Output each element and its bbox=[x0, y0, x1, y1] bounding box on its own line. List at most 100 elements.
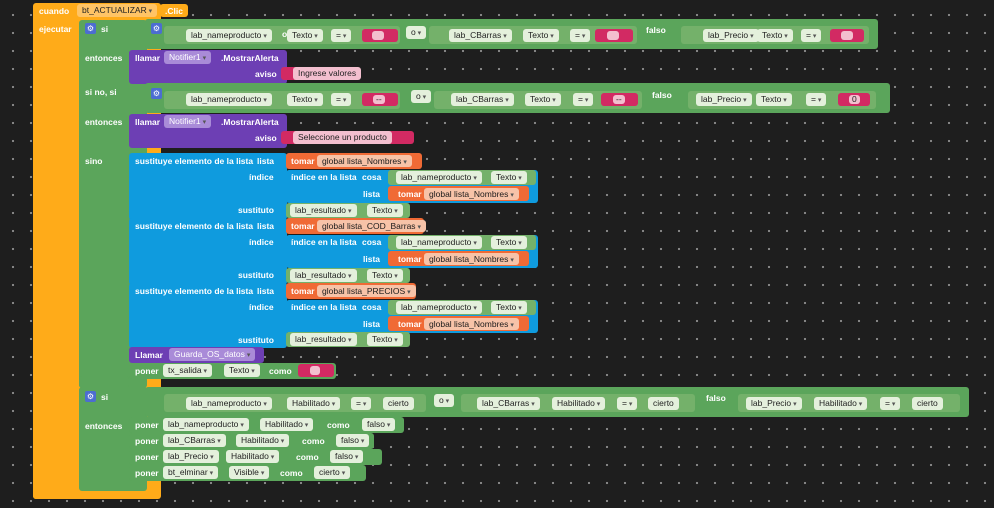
text-value[interactable]: -- bbox=[373, 95, 385, 104]
compare-op-dropdown[interactable]: = bbox=[573, 93, 594, 106]
text-empty[interactable] bbox=[841, 31, 853, 40]
global-var-dropdown[interactable]: global lista_PRECIOS bbox=[317, 285, 416, 297]
component-dropdown[interactable]: tx_salida bbox=[163, 364, 213, 377]
boolean-dropdown[interactable]: falso bbox=[330, 450, 364, 463]
notifier-dropdown[interactable]: Notifier1 bbox=[164, 115, 212, 128]
property-dropdown[interactable]: Texto bbox=[367, 269, 403, 282]
component-dropdown[interactable]: lab_resultado bbox=[290, 333, 357, 346]
compare-op-dropdown[interactable]: = bbox=[331, 93, 352, 106]
component-dropdown[interactable]: lab_nameproducto bbox=[186, 397, 272, 410]
property-dropdown[interactable]: Texto bbox=[491, 301, 527, 314]
property-dropdown[interactable]: Habilitado bbox=[260, 418, 314, 431]
component-dropdown[interactable]: lab_CBarras bbox=[449, 29, 512, 42]
component-dropdown[interactable]: lab_Precio bbox=[703, 29, 759, 42]
replace-item-3[interactable] bbox=[129, 283, 287, 348]
component-dropdown[interactable]: lab_CBarras bbox=[477, 397, 540, 410]
component-dropdown[interactable]: lab_CBarras bbox=[163, 434, 226, 447]
sustituye-label: sustituye elemento de la lista bbox=[135, 286, 254, 296]
compare-op-dropdown[interactable]: = bbox=[806, 93, 827, 106]
component-dropdown[interactable]: lab_Precio bbox=[163, 450, 219, 463]
property-dropdown[interactable]: Texto bbox=[523, 29, 559, 42]
global-var-dropdown[interactable]: global lista_Nombres bbox=[424, 318, 519, 330]
text-block[interactable] bbox=[830, 29, 864, 42]
replace-item-2[interactable] bbox=[129, 218, 287, 285]
property-dropdown[interactable]: Texto bbox=[367, 333, 403, 346]
property-dropdown[interactable]: Habilitado bbox=[236, 434, 290, 447]
text-block[interactable] bbox=[298, 364, 334, 377]
component-dropdown[interactable]: lab_CBarras bbox=[451, 93, 514, 106]
message-text[interactable]: Ingrese valores bbox=[293, 67, 362, 80]
sino-si-label: si no, si bbox=[85, 87, 117, 97]
component-dropdown[interactable]: lab_resultado bbox=[290, 269, 357, 282]
component-dropdown[interactable]: lab_nameproducto bbox=[186, 29, 272, 42]
property-dropdown[interactable]: Habilitado bbox=[287, 397, 341, 410]
global-var-dropdown[interactable]: global lista_COD_Barras bbox=[317, 220, 427, 232]
property-dropdown[interactable]: Texto bbox=[491, 236, 527, 249]
indice-label: índice bbox=[249, 172, 274, 182]
global-var-dropdown[interactable]: global lista_Nombres bbox=[424, 188, 519, 200]
replace-item-1[interactable] bbox=[129, 153, 287, 220]
property-dropdown[interactable]: Habilitado bbox=[814, 397, 868, 410]
boolean-dropdown[interactable]: falso bbox=[362, 418, 396, 431]
gear-icon[interactable]: ⚙ bbox=[85, 391, 96, 402]
boolean-dropdown[interactable]: falso bbox=[336, 434, 370, 447]
indice-label: índice bbox=[249, 237, 274, 247]
component-dropdown[interactable]: lab_nameproducto bbox=[163, 418, 249, 431]
property-dropdown[interactable]: Texto bbox=[525, 93, 561, 106]
poner-label: poner bbox=[135, 436, 159, 446]
boolean-value[interactable]: cierto bbox=[383, 397, 414, 410]
text-empty[interactable] bbox=[607, 31, 619, 40]
text-value[interactable]: 0 bbox=[849, 95, 860, 104]
property-dropdown[interactable]: Texto bbox=[287, 93, 323, 106]
poner-label: poner bbox=[135, 452, 159, 462]
or-op-dropdown[interactable]: o bbox=[434, 394, 455, 407]
message-text[interactable]: Seleccione un producto bbox=[293, 131, 392, 144]
poner-label: poner bbox=[135, 366, 159, 376]
event-component-dropdown[interactable]: bt_ACTUALIZAR bbox=[77, 4, 158, 17]
property-dropdown[interactable]: Habilitado bbox=[552, 397, 606, 410]
gear-icon[interactable]: ⚙ bbox=[151, 23, 162, 34]
global-var-dropdown[interactable]: global lista_Nombres bbox=[424, 253, 519, 265]
compare-op-dropdown[interactable]: = bbox=[570, 29, 591, 42]
compare-op-dropdown[interactable]: = bbox=[880, 397, 901, 410]
global-var-dropdown[interactable]: global lista_Nombres bbox=[317, 155, 412, 167]
property-dropdown[interactable]: Habilitado bbox=[226, 450, 280, 463]
property-dropdown[interactable]: Texto bbox=[756, 93, 792, 106]
component-dropdown[interactable]: bt_elminar bbox=[163, 466, 219, 479]
compare-op-dropdown[interactable]: = bbox=[801, 29, 822, 42]
llamar-label: llamar bbox=[135, 53, 161, 63]
component-dropdown[interactable]: lab_nameproducto bbox=[396, 171, 482, 184]
property-dropdown[interactable]: Visible bbox=[229, 466, 270, 479]
property-dropdown[interactable]: Texto bbox=[224, 364, 260, 377]
component-dropdown[interactable]: lab_Precio bbox=[696, 93, 752, 106]
boolean-value[interactable]: cierto bbox=[912, 397, 943, 410]
text-block[interactable] bbox=[362, 29, 398, 42]
gear-icon[interactable]: ⚙ bbox=[151, 88, 162, 99]
notifier-dropdown[interactable]: Notifier1 bbox=[164, 51, 212, 64]
text-empty[interactable] bbox=[310, 366, 320, 375]
component-dropdown[interactable]: lab_nameproducto bbox=[396, 301, 482, 314]
compare-op-dropdown[interactable]: = bbox=[617, 397, 638, 410]
text-block[interactable] bbox=[595, 29, 633, 42]
component-dropdown[interactable]: lab_nameproducto bbox=[396, 236, 482, 249]
or-op-dropdown[interactable]: o bbox=[411, 90, 432, 103]
boolean-value[interactable]: cierto bbox=[648, 397, 679, 410]
gear-icon[interactable]: ⚙ bbox=[85, 23, 96, 34]
component-dropdown[interactable]: lab_nameproducto bbox=[186, 93, 272, 106]
falso-label: falso bbox=[706, 393, 726, 403]
property-dropdown[interactable]: Texto bbox=[491, 171, 527, 184]
procedure-dropdown[interactable]: Guarda_OS_datos bbox=[169, 348, 256, 361]
compare-op-dropdown[interactable]: = bbox=[331, 29, 352, 42]
boolean-dropdown[interactable]: cierto bbox=[314, 466, 351, 479]
property-dropdown[interactable]: Texto bbox=[287, 29, 323, 42]
text-value[interactable]: -- bbox=[613, 95, 625, 104]
component-dropdown[interactable]: lab_resultado bbox=[290, 204, 357, 217]
property-dropdown[interactable]: Texto bbox=[367, 204, 403, 217]
tomar-label: tomar bbox=[398, 189, 422, 199]
property-dropdown[interactable]: Texto bbox=[757, 29, 793, 42]
indice-en-lista-label: índice en la lista bbox=[291, 172, 357, 182]
component-dropdown[interactable]: lab_Precio bbox=[746, 397, 802, 410]
compare-op-dropdown[interactable]: = bbox=[351, 397, 372, 410]
or-op-dropdown[interactable]: o bbox=[406, 26, 427, 39]
text-empty[interactable] bbox=[372, 31, 384, 40]
